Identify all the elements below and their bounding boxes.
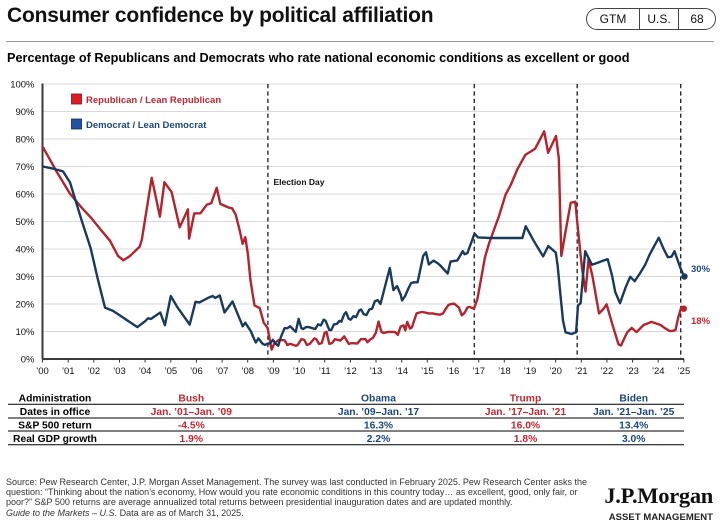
svg-text:0%: 0%: [21, 354, 35, 365]
svg-text:Bush: Bush: [178, 393, 204, 404]
svg-text:70%: 70%: [15, 162, 35, 173]
svg-text:’03: ’03: [113, 366, 126, 377]
svg-text:’11: ’11: [319, 366, 331, 377]
svg-text:’23: ’23: [626, 366, 639, 377]
svg-text:16.3%: 16.3%: [364, 421, 393, 432]
svg-text:Republican / Lean Republican: Republican / Lean Republican: [86, 95, 221, 106]
svg-text:’21: ’21: [575, 366, 588, 377]
svg-text:’06: ’06: [190, 366, 203, 377]
svg-text:’18: ’18: [498, 366, 511, 377]
svg-text:’12: ’12: [344, 366, 357, 377]
svg-text:Biden: Biden: [619, 393, 648, 404]
svg-text:’15: ’15: [421, 366, 434, 377]
svg-text:’24: ’24: [652, 366, 665, 377]
svg-text:1.8%: 1.8%: [514, 434, 537, 445]
svg-text:’05: ’05: [164, 366, 177, 377]
svg-text:’22: ’22: [601, 366, 614, 377]
svg-text:’20: ’20: [549, 366, 562, 377]
svg-text:Jan. ’21–Jan. ’25: Jan. ’21–Jan. ’25: [593, 407, 675, 418]
svg-text:30%: 30%: [15, 272, 35, 283]
svg-text:Real GDP growth: Real GDP growth: [13, 434, 97, 445]
svg-text:13.4%: 13.4%: [619, 421, 648, 432]
svg-text:18%: 18%: [691, 316, 711, 327]
svg-text:Obama: Obama: [361, 393, 396, 404]
svg-text:3.0%: 3.0%: [622, 434, 645, 445]
svg-text:’01: ’01: [62, 366, 75, 377]
svg-text:90%: 90%: [15, 107, 35, 118]
svg-text:100%: 100%: [10, 79, 35, 90]
svg-text:Election Day: Election Day: [274, 177, 325, 187]
svg-text:’10: ’10: [293, 366, 306, 377]
svg-text:’14: ’14: [395, 366, 408, 377]
svg-text:’08: ’08: [241, 366, 254, 377]
svg-text:40%: 40%: [15, 244, 35, 255]
svg-text:’19: ’19: [524, 366, 537, 377]
svg-text:’07: ’07: [216, 366, 229, 377]
svg-text:80%: 80%: [15, 134, 35, 145]
svg-text:Jan. ’01–Jan. ’09: Jan. ’01–Jan. ’09: [151, 407, 233, 418]
svg-text:’09: ’09: [267, 366, 280, 377]
svg-text:’00: ’00: [36, 366, 49, 377]
svg-text:Jan. ’09–Jan. ’17: Jan. ’09–Jan. ’17: [338, 407, 420, 418]
svg-text:2.2%: 2.2%: [367, 434, 390, 445]
svg-text:10%: 10%: [15, 327, 35, 338]
svg-text:Jan. ’17–Jan. ’21: Jan. ’17–Jan. ’21: [485, 407, 567, 418]
svg-text:16.0%: 16.0%: [511, 421, 540, 432]
svg-text:Trump: Trump: [510, 393, 541, 404]
svg-text:30%: 30%: [691, 264, 711, 275]
svg-text:-4.5%: -4.5%: [178, 421, 205, 432]
svg-text:20%: 20%: [15, 299, 35, 310]
svg-text:1.9%: 1.9%: [180, 434, 203, 445]
svg-text:Dates in office: Dates in office: [20, 407, 91, 418]
svg-text:60%: 60%: [15, 189, 35, 200]
svg-text:’16: ’16: [447, 366, 460, 377]
svg-text:Democrat / Lean Democrat: Democrat / Lean Democrat: [86, 120, 207, 131]
svg-text:’17: ’17: [472, 366, 485, 377]
svg-text:’02: ’02: [87, 366, 100, 377]
svg-text:50%: 50%: [15, 217, 35, 228]
svg-text:’25: ’25: [678, 366, 691, 377]
svg-text:S&P 500 return: S&P 500 return: [18, 421, 92, 432]
svg-text:Administration: Administration: [19, 393, 92, 404]
svg-text:’13: ’13: [370, 366, 383, 377]
svg-text:’04: ’04: [139, 366, 152, 377]
